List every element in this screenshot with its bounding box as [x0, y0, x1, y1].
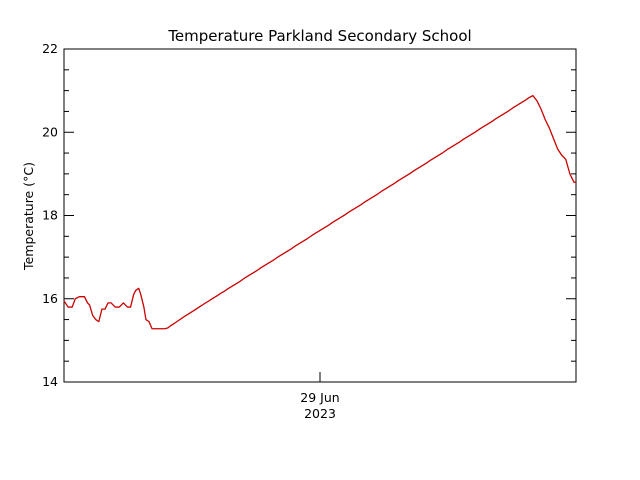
y-tick-label: 20: [42, 124, 58, 139]
y-axis-tick-labels: 14 16 18 20 22: [42, 41, 58, 389]
temperature-series-line: [63, 94, 576, 330]
y-tick-label: 22: [42, 41, 58, 56]
y-tick-label: 18: [42, 208, 58, 223]
x-tick-label-year: 2023: [304, 406, 336, 421]
chart-title: Temperature Parkland Secondary School: [167, 27, 471, 45]
y-axis-ticks: [64, 48, 576, 383]
x-tick-label-day: 29 Jun: [300, 390, 339, 405]
y-axis-label: Temperature (°C): [21, 162, 36, 271]
plot-frame: [63, 48, 577, 383]
y-tick-label: 16: [42, 291, 58, 306]
y-tick-label: 14: [42, 374, 58, 389]
